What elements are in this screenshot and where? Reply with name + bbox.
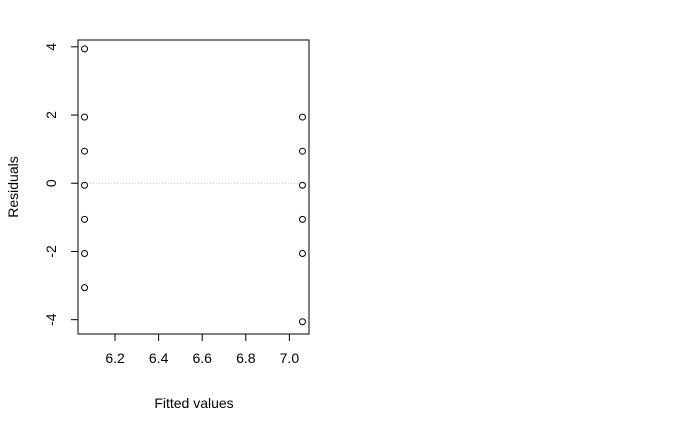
data-point: [298, 181, 306, 189]
data-point: [81, 113, 89, 121]
y-tick-label: 2: [43, 111, 59, 119]
data-point: [298, 215, 306, 223]
data-point: [81, 215, 89, 223]
y-axis: -4 -2 0 2 4: [43, 43, 79, 326]
x-tick-label: 7.0: [280, 350, 300, 366]
y-tick-label: 0: [43, 179, 59, 187]
data-point: [81, 181, 89, 189]
data-point: [81, 147, 89, 155]
x-tick-label: 6.4: [149, 350, 169, 366]
data-point: [81, 45, 89, 53]
x-axis: 6.2 6.4 6.6 6.8 7.0: [105, 333, 300, 366]
data-point: [298, 250, 306, 258]
data-points: [81, 45, 306, 326]
y-tick-label: -2: [43, 245, 59, 258]
x-tick-label: 6.2: [105, 350, 125, 366]
x-axis-title: Fitted values: [154, 395, 233, 411]
y-tick-label: -4: [43, 313, 59, 326]
plot-box: [77, 39, 310, 335]
data-point: [81, 250, 89, 258]
x-tick-label: 6.6: [192, 350, 212, 366]
y-axis-title: Residuals: [5, 156, 21, 217]
data-point: [298, 147, 306, 155]
data-point: [298, 318, 306, 326]
data-point: [81, 284, 89, 292]
data-point: [298, 113, 306, 121]
y-tick-label: 4: [43, 43, 59, 51]
x-tick-label: 6.8: [236, 350, 256, 366]
